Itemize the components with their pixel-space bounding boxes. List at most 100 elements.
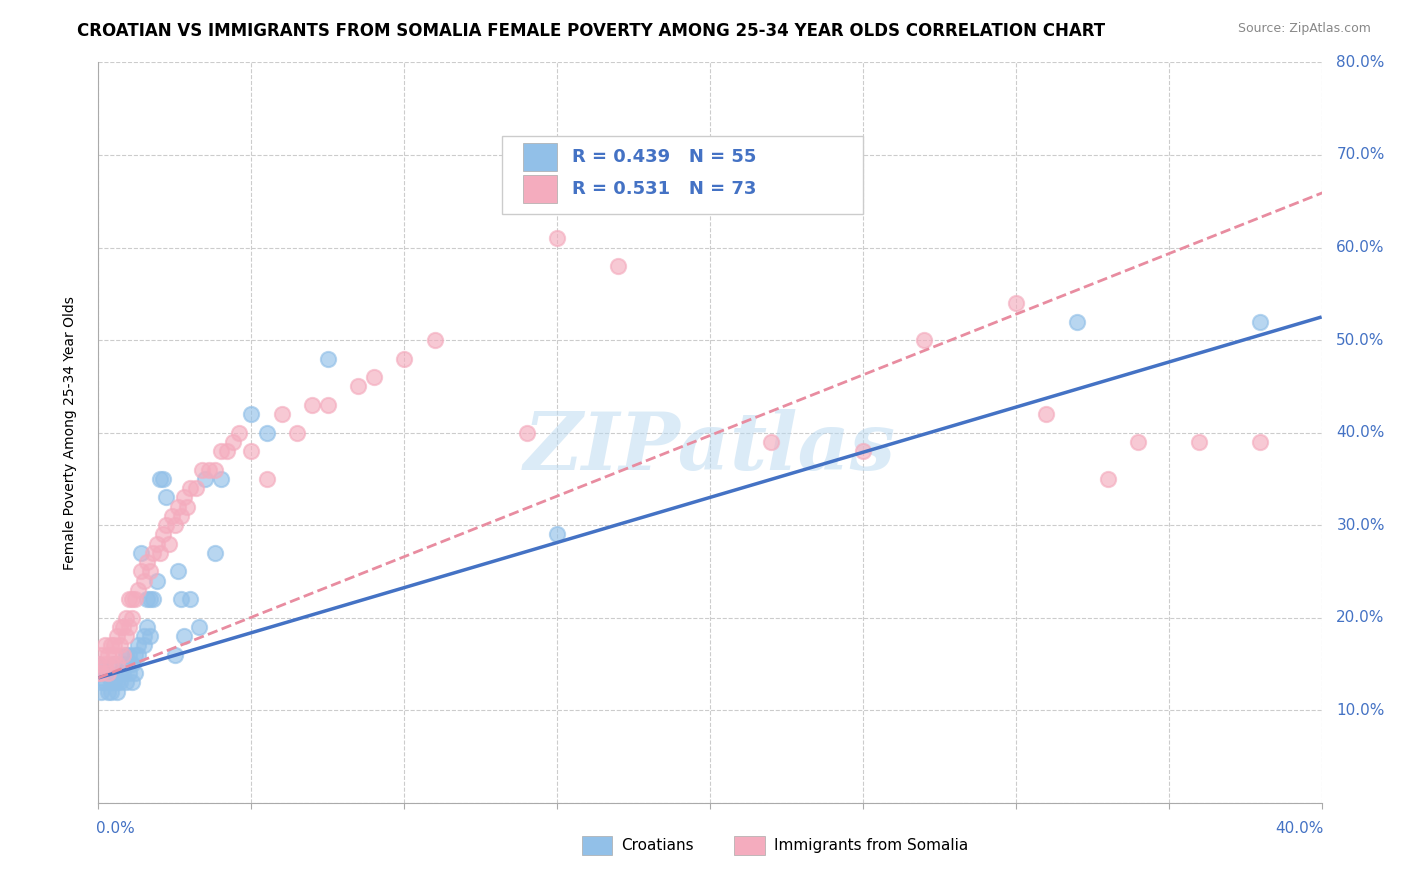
Point <box>240 407 263 421</box>
Point <box>103 639 125 653</box>
Point <box>111 620 134 634</box>
Point <box>256 472 278 486</box>
Text: R = 0.531   N = 73: R = 0.531 N = 73 <box>572 180 756 198</box>
Point <box>93 657 115 671</box>
Point <box>124 648 146 662</box>
Point <box>1188 434 1211 449</box>
Point <box>363 370 385 384</box>
Text: 70.0%: 70.0% <box>1336 147 1385 162</box>
Point <box>167 500 190 514</box>
Point <box>170 592 193 607</box>
Point <box>215 444 238 458</box>
Point <box>105 675 128 690</box>
Point <box>97 666 120 681</box>
Point <box>103 657 125 671</box>
Point <box>301 398 323 412</box>
Point <box>103 675 125 690</box>
Point <box>111 657 134 671</box>
Point <box>124 592 146 607</box>
Point <box>240 444 263 458</box>
Point <box>163 518 186 533</box>
Point <box>285 425 308 440</box>
Point <box>111 666 134 681</box>
Point <box>129 546 152 560</box>
Point <box>149 472 172 486</box>
Point <box>105 685 128 699</box>
Point <box>121 657 143 671</box>
Point <box>188 620 211 634</box>
Point <box>93 666 115 681</box>
Point <box>127 639 149 653</box>
Point <box>118 592 141 607</box>
Point <box>149 546 172 560</box>
Text: 40.0%: 40.0% <box>1275 822 1324 837</box>
Point <box>516 425 538 440</box>
Text: 40.0%: 40.0% <box>1336 425 1385 440</box>
Point <box>87 657 110 671</box>
Point <box>115 648 138 662</box>
Point <box>118 648 141 662</box>
Point <box>546 231 568 245</box>
Point <box>87 666 110 681</box>
Point <box>316 351 339 366</box>
Point <box>912 333 935 347</box>
Text: 30.0%: 30.0% <box>1336 517 1385 533</box>
Point <box>90 675 112 690</box>
Text: Immigrants from Somalia: Immigrants from Somalia <box>773 838 967 853</box>
Point <box>100 657 122 671</box>
Point <box>194 472 217 486</box>
Point <box>139 565 162 579</box>
Point <box>173 629 195 643</box>
Point <box>103 648 125 662</box>
Point <box>155 491 177 505</box>
Point <box>111 648 134 662</box>
Point <box>90 648 112 662</box>
Point <box>163 648 186 662</box>
Point <box>160 508 183 523</box>
Point <box>108 620 131 634</box>
Point <box>316 398 339 412</box>
Point <box>115 629 138 643</box>
Point <box>204 462 226 476</box>
Point <box>93 639 115 653</box>
Point <box>145 536 167 550</box>
Point <box>607 259 630 273</box>
Point <box>347 379 370 393</box>
Point <box>176 500 198 514</box>
Point <box>121 675 143 690</box>
Point <box>1097 472 1119 486</box>
Point <box>127 582 149 597</box>
Text: 50.0%: 50.0% <box>1336 333 1385 348</box>
Point <box>134 639 156 653</box>
Text: 10.0%: 10.0% <box>1336 703 1385 718</box>
Text: 60.0%: 60.0% <box>1336 240 1385 255</box>
Point <box>423 333 446 347</box>
Point <box>152 527 174 541</box>
Bar <box>734 836 765 855</box>
Point <box>1128 434 1150 449</box>
Point <box>1066 314 1088 328</box>
Point <box>136 592 159 607</box>
Point <box>129 565 152 579</box>
FancyBboxPatch shape <box>502 136 863 214</box>
Point <box>191 462 214 476</box>
Point <box>97 685 120 699</box>
Y-axis label: Female Poverty Among 25-34 Year Olds: Female Poverty Among 25-34 Year Olds <box>63 295 77 570</box>
Point <box>105 629 128 643</box>
Point <box>108 675 131 690</box>
Bar <box>582 836 612 855</box>
Point <box>179 592 201 607</box>
Point <box>270 407 292 421</box>
Point <box>392 351 416 366</box>
Point <box>145 574 167 588</box>
Text: ZIPatlas: ZIPatlas <box>524 409 896 486</box>
Point <box>1249 434 1271 449</box>
Point <box>152 472 174 486</box>
Point <box>87 666 110 681</box>
Point <box>134 629 156 643</box>
Point <box>204 546 226 560</box>
Point <box>155 518 177 533</box>
Point <box>1004 296 1026 310</box>
Point <box>115 610 138 624</box>
Point <box>173 491 195 505</box>
